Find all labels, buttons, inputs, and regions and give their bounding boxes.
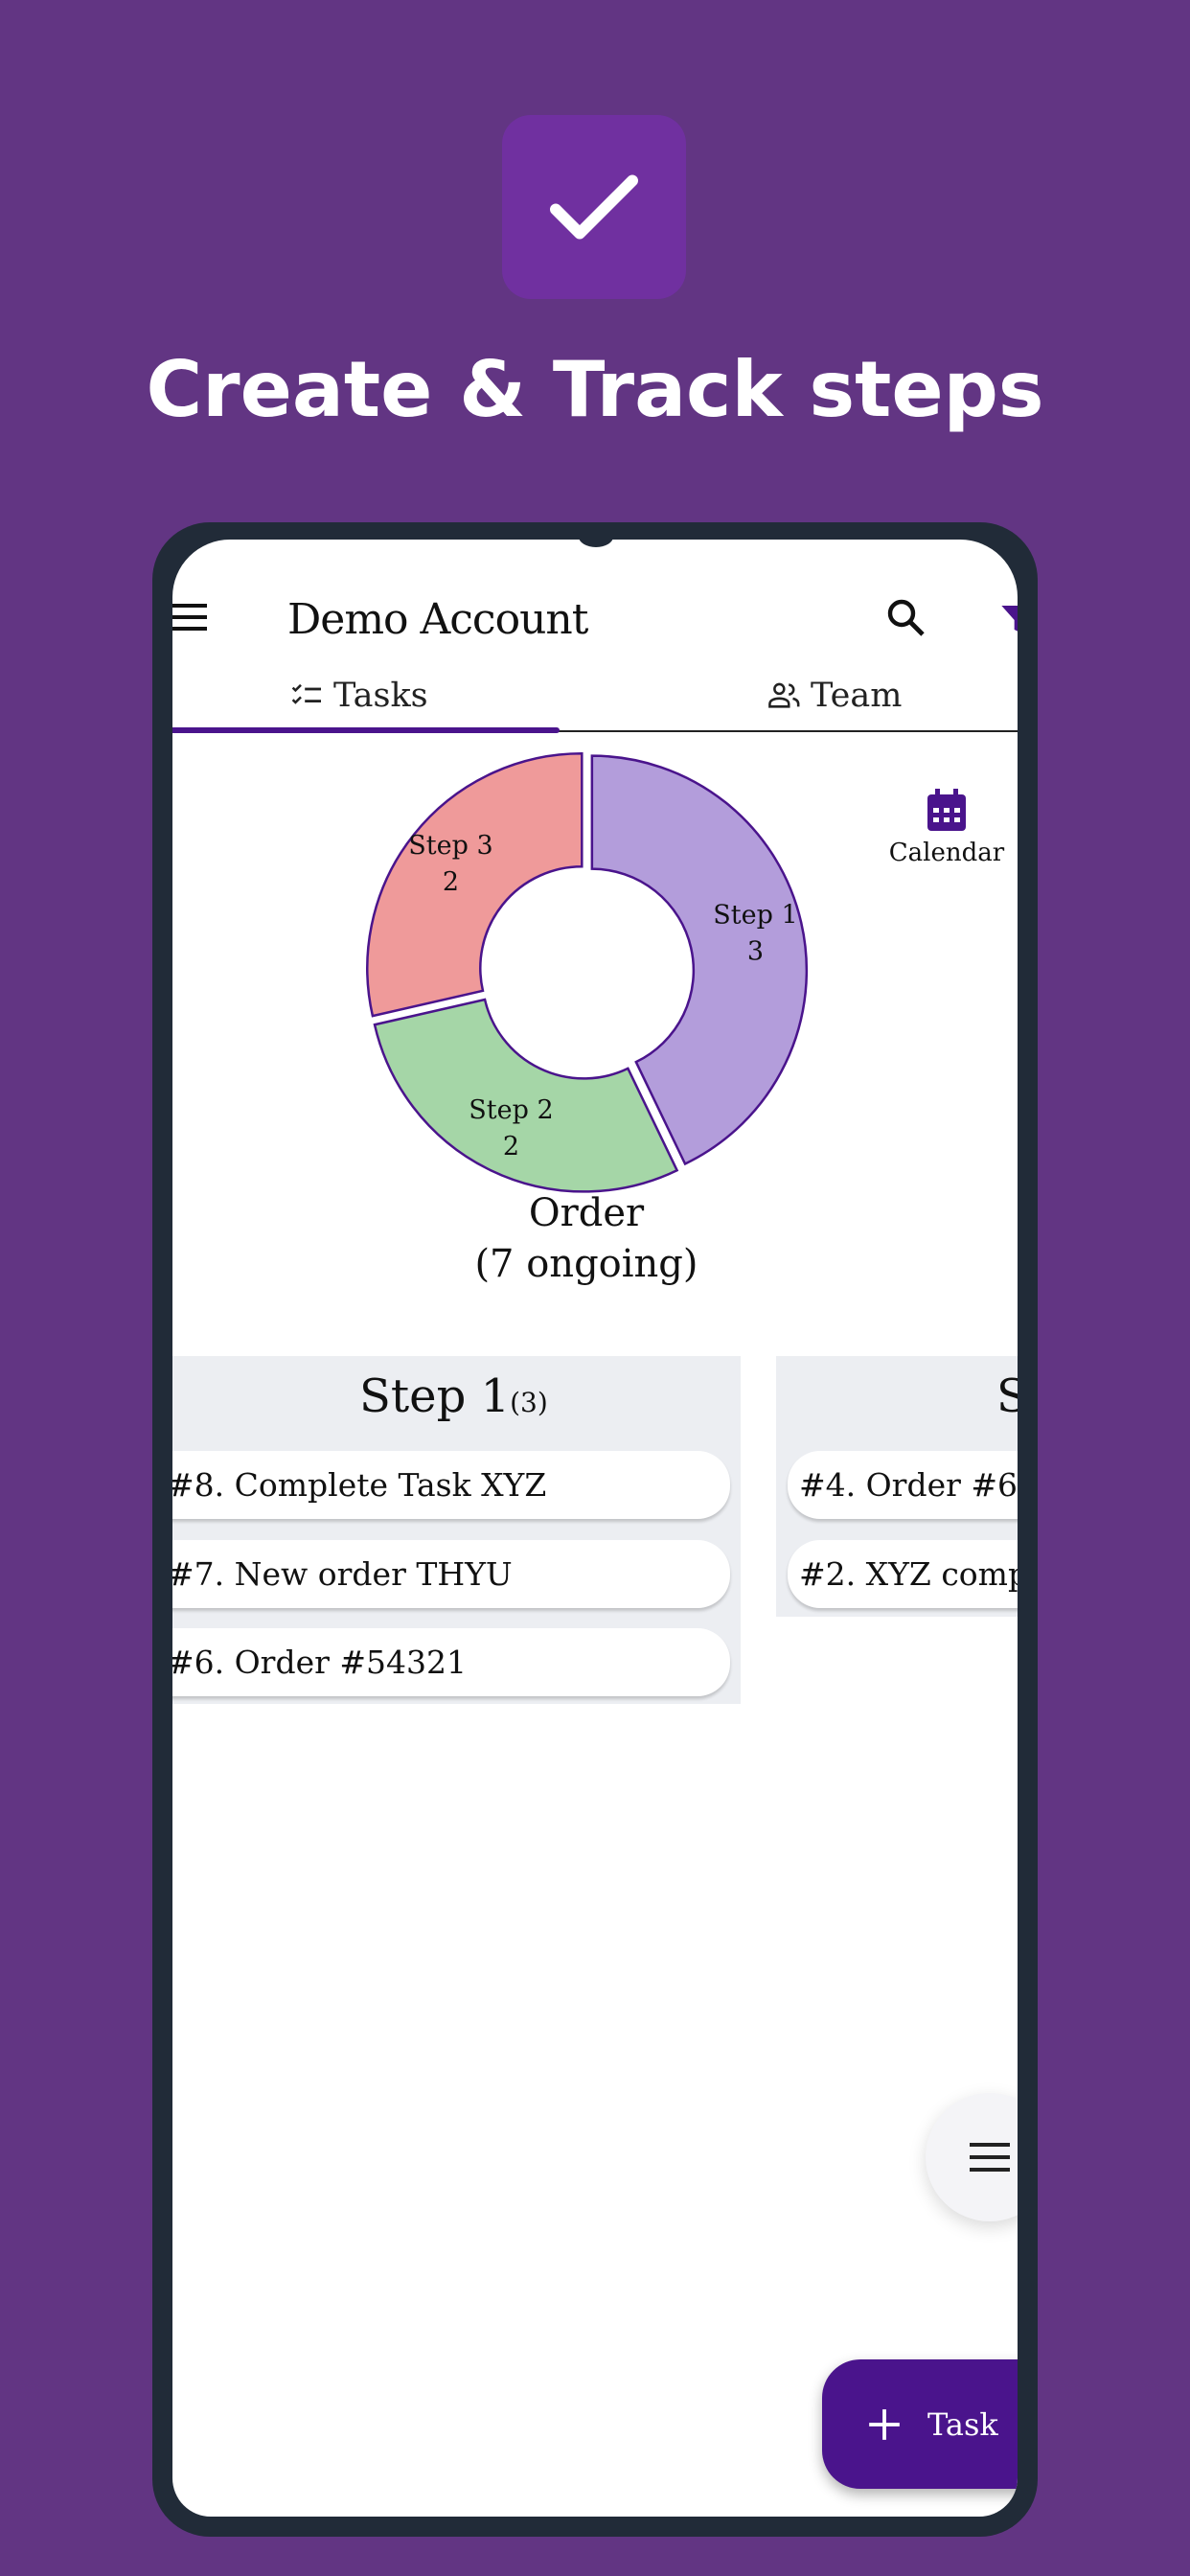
calendar-button[interactable]: Calendar (881, 787, 1012, 867)
task-title: #6. Order #54321 (172, 1644, 468, 1681)
app-screen: Demo Account Tasks Team Step 1 3 Step 2 2 St… (172, 540, 1018, 2517)
tab-divider (172, 730, 1018, 732)
column-count: (3) (510, 1387, 548, 1418)
hamburger-icon[interactable] (172, 602, 209, 632)
plus-icon (869, 2408, 900, 2440)
menu-icon (970, 2143, 1010, 2172)
slice-value-label: 2 (503, 1132, 519, 1162)
calendar-label: Calendar (888, 839, 1005, 867)
search-icon[interactable] (883, 595, 929, 641)
task-card[interactable]: #4. Order #678 (788, 1451, 1018, 1519)
task-title: #7. New order THYU (172, 1555, 513, 1593)
calendar-icon (927, 789, 966, 831)
task-card[interactable]: #2. XYZ comple (788, 1540, 1018, 1608)
column-step-1: Step 1(3) #8. Complete Task XYZ #7. New … (172, 1356, 741, 1704)
slice-value-label: 2 (443, 867, 459, 897)
donut-slice[interactable] (590, 754, 809, 1166)
column-step-2: S #4. Order #678 #2. XYZ comple (776, 1356, 1018, 1617)
column-title-text: Step 1 (359, 1369, 511, 1423)
column-title: Step 1(3) (359, 1369, 548, 1423)
page-title: Demo Account (287, 595, 588, 644)
task-title: #2. XYZ comple (799, 1555, 1018, 1593)
add-task-button[interactable]: Task (822, 2359, 1018, 2489)
slice-category-label: Step 3 (408, 831, 492, 861)
slice-category-label: Step 1 (713, 901, 797, 931)
task-title: #4. Order #678 (799, 1466, 1018, 1504)
checkmark-icon (550, 174, 638, 240)
tab-label: Tasks (333, 677, 428, 715)
tab-team[interactable]: Team (768, 677, 902, 715)
menu-fab[interactable] (926, 2093, 1018, 2221)
promo-headline: Create & Track steps (146, 345, 1044, 434)
people-icon (768, 682, 800, 708)
task-card[interactable]: #7. New order THYU (172, 1540, 730, 1608)
camera-notch (579, 540, 613, 547)
filter-icon[interactable] (998, 601, 1018, 639)
tab-label: Team (811, 677, 903, 715)
chart-title: Order (528, 1191, 645, 1235)
active-tab-indicator (172, 727, 560, 733)
donut-slice[interactable] (366, 752, 584, 1018)
add-task-label: Task (927, 2405, 998, 2443)
column-title: S (996, 1369, 1018, 1423)
tab-tasks[interactable]: Tasks (291, 677, 428, 715)
task-title: #8. Complete Task XYZ (172, 1466, 547, 1504)
chart-subtitle: (7 ongoing) (474, 1242, 698, 1286)
donut-slice[interactable] (373, 998, 679, 1193)
slice-value-label: 3 (747, 937, 764, 967)
checklist-icon (291, 683, 321, 704)
slice-category-label: Step 2 (469, 1095, 553, 1125)
task-card[interactable]: #8. Complete Task XYZ (172, 1451, 730, 1519)
donut-chart: Step 1 3 Step 2 2 Step 3 2 (366, 752, 809, 1193)
app-logo (502, 115, 686, 299)
task-card[interactable]: #6. Order #54321 (172, 1628, 730, 1696)
